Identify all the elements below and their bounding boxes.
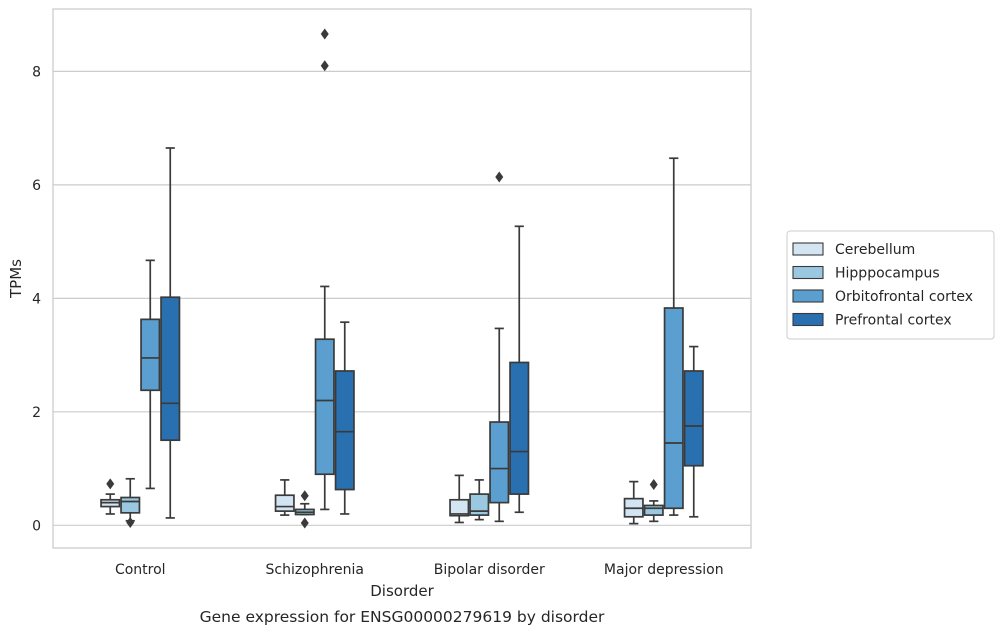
legend-label: Hipppocampus: [835, 266, 940, 282]
x-tick-label: Control: [115, 562, 166, 578]
chart-caption: Gene expression for ENSG00000279619 by d…: [200, 608, 605, 626]
box-0-1: [274, 479, 295, 516]
box-iqr: [120, 496, 141, 514]
outlier-marker: [320, 28, 329, 40]
y-tick-label: 2: [32, 405, 41, 421]
box-2-2: [489, 171, 510, 523]
box-1-3: [643, 478, 664, 523]
outlier-marker: [126, 516, 135, 528]
box-iqr: [489, 421, 510, 504]
box-iqr: [663, 307, 684, 510]
box-iqr: [314, 338, 335, 476]
box-3-2: [509, 225, 530, 514]
plot-layer: [100, 28, 704, 529]
box-iqr: [469, 493, 490, 516]
box-3-3: [683, 345, 704, 518]
box-iqr: [449, 498, 470, 517]
x-tick-label: Bipolar disorder: [434, 562, 545, 578]
box-iqr: [683, 370, 704, 467]
box-iqr: [274, 494, 295, 512]
tick-layer: 0 2 4 6 8 Control Schizophrenia Bipolar disorde…: [32, 64, 724, 578]
outlier-marker: [106, 478, 115, 490]
y-tick-label: 6: [32, 178, 41, 194]
legend-swatch: [792, 265, 824, 280]
legend: Cerebellum Hipppocampus Orbitofrontal cort…: [786, 230, 995, 340]
legend-swatch: [792, 289, 824, 303]
x-tick-label: Major depression: [604, 562, 724, 578]
x-tick-label: Schizophrenia: [266, 562, 364, 578]
box-0-0: [100, 478, 121, 515]
outlier-marker: [495, 171, 504, 183]
box-2-1: [314, 28, 335, 511]
box-iqr: [334, 370, 355, 491]
box-0-2: [449, 474, 470, 524]
y-axis-label: TPMs: [7, 259, 25, 299]
y-tick-label: 0: [32, 518, 41, 534]
box-1-2: [469, 479, 490, 521]
outlier-marker: [320, 60, 329, 72]
box-iqr: [140, 318, 161, 392]
y-tick-label: 4: [32, 291, 41, 307]
grid-layer: [53, 70, 751, 526]
legend-frame: [786, 230, 995, 340]
y-tick-label: 8: [32, 64, 41, 80]
box-3-0: [160, 147, 181, 519]
plot-frame: [52, 8, 752, 549]
box-1-0: [120, 477, 141, 528]
box-0-3: [623, 480, 644, 525]
box-iqr: [509, 361, 530, 495]
legend-label: Prefrontal cortex: [835, 313, 952, 329]
legend-swatch: [792, 242, 824, 256]
legend-swatch: [792, 312, 824, 327]
box-2-0: [140, 259, 161, 490]
box-2-3: [663, 157, 684, 516]
legend-label: Orbitofrontal cortex: [835, 289, 973, 305]
box-1-1: [294, 490, 315, 529]
outlier-marker: [649, 478, 658, 490]
box-iqr: [160, 296, 181, 442]
outlier-marker: [300, 490, 309, 502]
outlier-marker: [300, 517, 309, 529]
box-3-1: [334, 321, 355, 515]
box-iqr: [643, 504, 664, 516]
x-axis-label: Disorder: [370, 582, 434, 600]
legend-label: Cerebellum: [835, 242, 915, 258]
